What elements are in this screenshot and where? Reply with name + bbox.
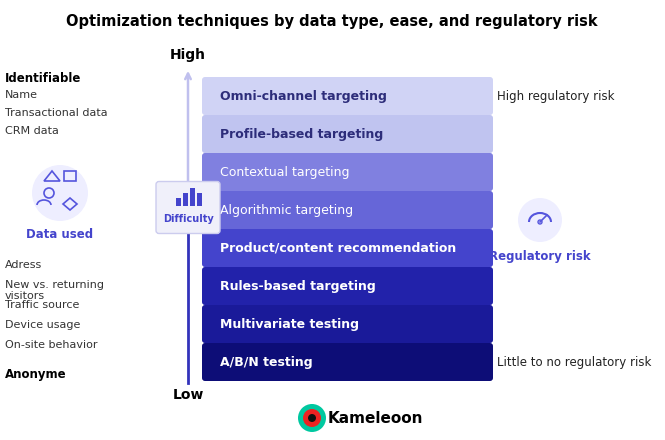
FancyBboxPatch shape [196, 193, 201, 205]
Text: On-site behavior: On-site behavior [5, 340, 98, 350]
Text: Algorithmic targeting: Algorithmic targeting [220, 203, 353, 216]
Text: Multivariate testing: Multivariate testing [220, 318, 359, 330]
FancyBboxPatch shape [202, 153, 493, 191]
Text: A/B/N testing: A/B/N testing [220, 356, 313, 369]
Text: Kameleoon: Kameleoon [328, 411, 424, 425]
Text: visitors: visitors [5, 291, 45, 301]
FancyBboxPatch shape [202, 343, 493, 381]
Text: Identifiable: Identifiable [5, 72, 81, 85]
Circle shape [32, 165, 88, 221]
Text: Difficulty: Difficulty [163, 213, 213, 224]
Circle shape [303, 409, 321, 427]
FancyBboxPatch shape [202, 77, 493, 115]
FancyBboxPatch shape [176, 198, 180, 205]
FancyBboxPatch shape [202, 267, 493, 305]
Text: Low: Low [172, 388, 203, 402]
FancyBboxPatch shape [190, 187, 194, 205]
FancyBboxPatch shape [182, 193, 188, 205]
Circle shape [308, 414, 316, 422]
Text: Product/content recommendation: Product/content recommendation [220, 242, 456, 254]
Text: Optimization techniques by data type, ease, and regulatory risk: Optimization techniques by data type, ea… [66, 14, 598, 29]
Text: Profile-based targeting: Profile-based targeting [220, 128, 383, 140]
Circle shape [518, 198, 562, 242]
Text: Transactional data: Transactional data [5, 108, 108, 118]
Text: Regulatory risk: Regulatory risk [489, 250, 591, 263]
Text: Adress: Adress [5, 260, 43, 270]
Text: Omni-channel targeting: Omni-channel targeting [220, 89, 387, 103]
Text: New vs. returning: New vs. returning [5, 280, 104, 290]
Text: Little to no regulatory risk: Little to no regulatory risk [497, 356, 652, 369]
Text: Device usage: Device usage [5, 320, 80, 330]
Text: High: High [170, 48, 206, 62]
Text: Traffic source: Traffic source [5, 300, 79, 310]
Text: Contextual targeting: Contextual targeting [220, 165, 350, 179]
Text: Anonyme: Anonyme [5, 368, 66, 381]
FancyBboxPatch shape [202, 115, 493, 153]
FancyBboxPatch shape [202, 191, 493, 229]
Circle shape [298, 404, 326, 432]
Text: Rules-based targeting: Rules-based targeting [220, 279, 376, 293]
FancyBboxPatch shape [156, 181, 220, 234]
FancyBboxPatch shape [202, 305, 493, 343]
Text: CRM data: CRM data [5, 126, 59, 136]
Text: High regulatory risk: High regulatory risk [497, 89, 614, 103]
Text: Name: Name [5, 90, 38, 100]
FancyBboxPatch shape [202, 229, 493, 267]
Text: Data used: Data used [27, 228, 94, 241]
